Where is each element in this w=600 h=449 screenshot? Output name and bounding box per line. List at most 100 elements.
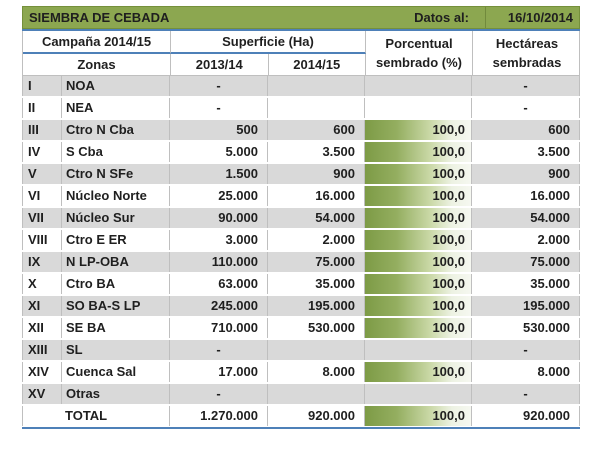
- table-header: Campaña 2014/15 Superficie (Ha) Porcentu…: [22, 31, 580, 75]
- cell-s2013: 110.000: [170, 252, 268, 272]
- cell-s2014: 16.000: [268, 186, 365, 206]
- cell-zone-number: XIV: [22, 362, 62, 382]
- total-s2014: 920.000: [268, 406, 365, 426]
- cell-s2014: 195.000: [268, 296, 365, 316]
- cell-zone-name: Ctro BA: [62, 274, 170, 294]
- report-title: SIEMBRA DE CEBADA: [29, 10, 170, 25]
- percent-cell: 100,0: [365, 142, 472, 162]
- table-row: V Ctro N SFe 1.500 900 100,0 900: [22, 162, 580, 184]
- cell-zone-name: N LP-OBA: [62, 252, 170, 272]
- total-ha: 920.000: [472, 406, 580, 426]
- table-row: XIII SL - -: [22, 338, 580, 360]
- cell-s2014: [268, 340, 365, 360]
- cell-s2014: 900: [268, 164, 365, 184]
- cell-s2013: 25.000: [170, 186, 268, 206]
- cell-zone-number: III: [22, 120, 62, 140]
- cell-zone-name: S Cba: [62, 142, 170, 162]
- cell-s2013: 17.000: [170, 362, 268, 382]
- cell-zone-name: SO BA-S LP: [62, 296, 170, 316]
- table-row: VIII Ctro E ER 3.000 2.000 100,0 2.000: [22, 228, 580, 250]
- divider-top: [22, 29, 580, 31]
- cell-zone-name: Otras: [62, 384, 170, 404]
- cell-zone-number: VI: [22, 186, 62, 206]
- table-row: VI Núcleo Norte 25.000 16.000 100,0 16.0…: [22, 184, 580, 206]
- cell-s2014: 54.000: [268, 208, 365, 228]
- header-percent: Porcentual sembrado (%): [366, 31, 473, 75]
- cell-s2013: -: [170, 76, 268, 96]
- cell-ha: 54.000: [472, 208, 580, 228]
- table-row: VII Núcleo Sur 90.000 54.000 100,0 54.00…: [22, 206, 580, 228]
- cell-s2013: -: [170, 340, 268, 360]
- cell-s2014: 3.500: [268, 142, 365, 162]
- total-label: TOTAL: [22, 406, 170, 426]
- cell-zone-number: XII: [22, 318, 62, 338]
- cell-zone-number: XIII: [22, 340, 62, 360]
- cell-ha: 195.000: [472, 296, 580, 316]
- cell-s2013: 90.000: [170, 208, 268, 228]
- cell-s2013: -: [170, 98, 268, 118]
- cell-ha: 2.000: [472, 230, 580, 250]
- cell-ha: 8.000: [472, 362, 580, 382]
- total-percent-cell: 100,0: [365, 406, 472, 426]
- date-label: Datos al:: [414, 10, 469, 25]
- cell-zone-name: NEA: [62, 98, 170, 118]
- table-row: XI SO BA-S LP 245.000 195.000 100,0 195.…: [22, 294, 580, 316]
- table-row: I NOA - -: [22, 75, 580, 96]
- cell-ha: 530.000: [472, 318, 580, 338]
- percent-cell: 100,0: [365, 296, 472, 316]
- header-hectares: Hectáreas sembradas: [473, 31, 581, 75]
- cell-s2013: 500: [170, 120, 268, 140]
- cell-s2014: [268, 76, 365, 96]
- table-row: II NEA - -: [22, 96, 580, 118]
- table-row: XII SE BA 710.000 530.000 100,0 530.000: [22, 316, 580, 338]
- cell-s2013: 1.500: [170, 164, 268, 184]
- cell-zone-number: II: [22, 98, 62, 118]
- cell-ha: 75.000: [472, 252, 580, 272]
- cell-zone-number: X: [22, 274, 62, 294]
- percent-cell: [365, 98, 472, 118]
- percent-cell: 100,0: [365, 186, 472, 206]
- percent-cell: 100,0: [365, 208, 472, 228]
- cell-s2014: [268, 384, 365, 404]
- cell-s2014: 75.000: [268, 252, 365, 272]
- header-campaign: Campaña 2014/15: [23, 31, 171, 54]
- header-years: 2013/14 2014/15: [171, 54, 366, 75]
- cell-ha: 35.000: [472, 274, 580, 294]
- table-row: X Ctro BA 63.000 35.000 100,0 35.000: [22, 272, 580, 294]
- table-row: III Ctro N Cba 500 600 100,0 600: [22, 118, 580, 140]
- table-body: I NOA - - II NEA - - III Ctro N Cba 500 …: [22, 75, 580, 426]
- percent-cell: [365, 76, 472, 96]
- cell-zone-name: SE BA: [62, 318, 170, 338]
- total-s2013: 1.270.000: [170, 406, 268, 426]
- header-year-2013-14: 2013/14: [171, 54, 269, 75]
- cell-zone-name: SL: [62, 340, 170, 360]
- cell-zone-name: NOA: [62, 76, 170, 96]
- cell-s2014: 600: [268, 120, 365, 140]
- table-row: XIV Cuenca Sal 17.000 8.000 100,0 8.000: [22, 360, 580, 382]
- header-zones: Zonas: [23, 54, 171, 75]
- percent-cell: 100,0: [365, 252, 472, 272]
- cell-ha: -: [472, 76, 580, 96]
- cell-s2014: [268, 98, 365, 118]
- header-hectares-line2: sembradas: [492, 55, 562, 70]
- percent-cell: 100,0: [365, 164, 472, 184]
- header-hectares-line1: Hectáreas: [495, 36, 559, 51]
- cell-s2014: 35.000: [268, 274, 365, 294]
- cell-s2014: 8.000: [268, 362, 365, 382]
- cell-ha: 900: [472, 164, 580, 184]
- cell-zone-name: Ctro N Cba: [62, 120, 170, 140]
- cell-zone-number: IX: [22, 252, 62, 272]
- percent-cell: [365, 340, 472, 360]
- percent-cell: 100,0: [365, 120, 472, 140]
- cell-zone-name: Núcleo Sur: [62, 208, 170, 228]
- cell-s2013: 245.000: [170, 296, 268, 316]
- total-row: TOTAL 1.270.000 920.000 100,0 920.000: [22, 404, 580, 426]
- percent-cell: 100,0: [365, 274, 472, 294]
- cell-zone-number: VII: [22, 208, 62, 228]
- cell-zone-name: Ctro N SFe: [62, 164, 170, 184]
- siembra-cebada-table: SIEMBRA DE CEBADA Datos al: 16/10/2014 C…: [22, 6, 580, 429]
- cell-zone-number: XI: [22, 296, 62, 316]
- cell-ha: 3.500: [472, 142, 580, 162]
- cell-zone-number: IV: [22, 142, 62, 162]
